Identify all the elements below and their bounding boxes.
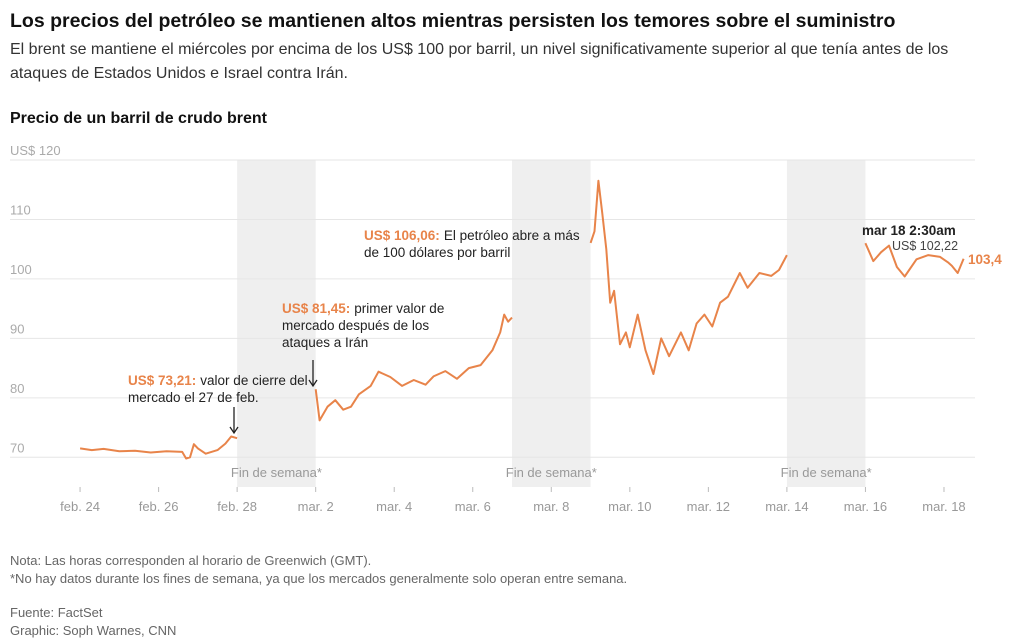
title: Los precios del petróleo se mantienen al…	[10, 10, 895, 32]
x-tick-label: mar. 16	[844, 499, 887, 514]
x-tick-label: feb. 26	[139, 499, 179, 514]
x-tick-label: feb. 28	[217, 499, 257, 514]
annotation: US$ 106,06: El petróleo abre a más	[364, 228, 580, 243]
x-tick-label: mar. 6	[455, 499, 491, 514]
marker-label: mar 18 2:30am	[862, 223, 956, 238]
x-tick-label: mar. 8	[533, 499, 569, 514]
last-value-label: 103,4	[968, 252, 1002, 267]
annotation: US$ 81,45: primer valor de	[282, 301, 444, 316]
x-tick-label: mar. 18	[922, 499, 965, 514]
source: Fuente: FactSet	[10, 605, 103, 620]
y-tick-label: 70	[10, 440, 24, 455]
y-tick-label: 110	[10, 202, 31, 217]
annotation-text: mercado después de los	[282, 318, 429, 333]
annotation-highlight: US$ 73,21:	[128, 373, 196, 388]
subtitle: El brent se mantiene el miércoles por en…	[10, 41, 948, 58]
weekend-band	[237, 160, 316, 487]
weekend-label: Fin de semana*	[781, 465, 872, 480]
y-tick-label: US$ 120	[10, 143, 61, 158]
weekend-label: Fin de semana*	[231, 465, 322, 480]
chart-title: Precio de un barril de crudo brent	[10, 110, 268, 127]
x-tick-label: feb. 24	[60, 499, 100, 514]
annotation-text: valor de cierre del	[200, 373, 307, 388]
annotation-highlight: US$ 81,45:	[282, 301, 350, 316]
y-tick-label: 80	[10, 381, 24, 396]
annotation-highlight: US$ 106,06:	[364, 228, 440, 243]
annotation-arrowhead	[308, 379, 318, 388]
credit: Graphic: Soph Warnes, CNN	[10, 623, 176, 638]
marker-value-label: US$ 102,22	[892, 239, 958, 253]
x-tick-label: mar. 4	[376, 499, 412, 514]
annotation-text: mercado el 27 de feb.	[128, 390, 259, 405]
annotation-text: de 100 dólares por barril	[364, 245, 510, 260]
x-tick-label: mar. 12	[687, 499, 730, 514]
annotation: US$ 73,21: valor de cierre del	[128, 373, 308, 388]
note: *No hay datos durante los fines de seman…	[10, 571, 627, 586]
price-line	[79, 179, 965, 460]
y-tick-label: 90	[10, 321, 24, 336]
weekend-band	[786, 160, 866, 487]
note: Nota: Las horas corresponden al horario …	[10, 553, 371, 568]
x-tick-label: mar. 10	[608, 499, 651, 514]
annotation-arrowhead	[229, 426, 239, 435]
weekend-label: Fin de semana*	[506, 465, 597, 480]
weekend-band	[512, 160, 591, 487]
x-tick-label: mar. 2	[298, 499, 334, 514]
x-tick-label: mar. 14	[765, 499, 808, 514]
annotation-text: El petróleo abre a más	[444, 228, 580, 243]
subtitle: ataques de Estados Unidos e Israel contr…	[10, 65, 348, 82]
annotation-text: ataques a Irán	[282, 335, 368, 350]
annotation-text: primer valor de	[354, 301, 444, 316]
y-tick-label: 100	[10, 262, 32, 277]
